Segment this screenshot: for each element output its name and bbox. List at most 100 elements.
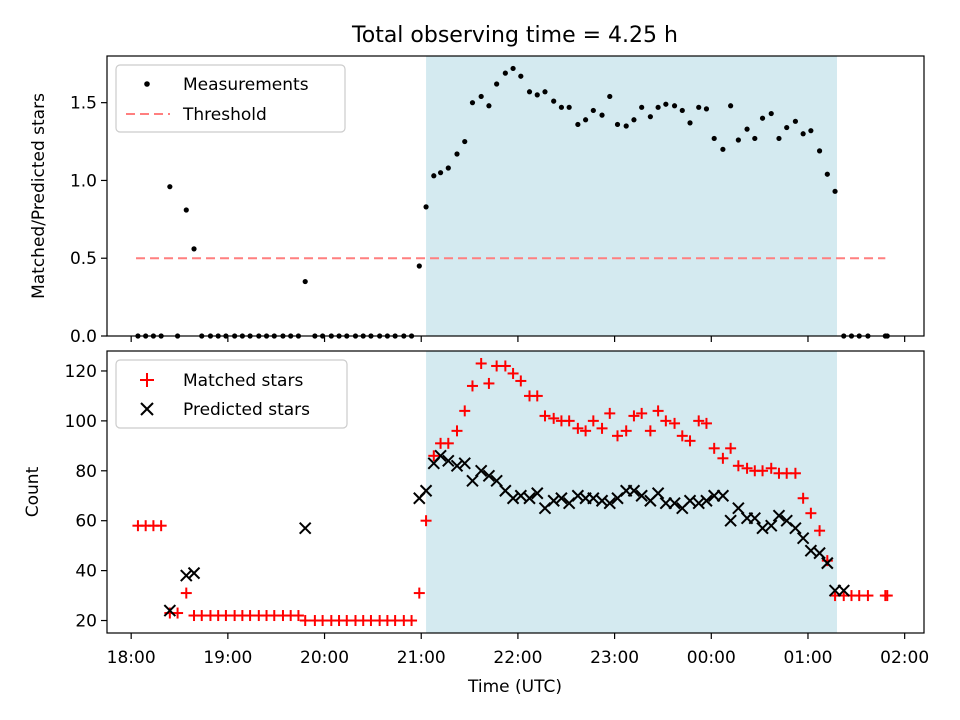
predicted-star-point: [700, 494, 713, 507]
bottom-panel: 20 40 60 80 100 120 18:00 19:00 20:00 21:00 22:00…: [23, 350, 929, 697]
measurement-point: [776, 135, 782, 142]
predicted-star-point: [434, 449, 447, 463]
measurement-point: [416, 263, 422, 269]
top-y-tick-label: 0.5: [70, 249, 97, 269]
matched-star-point: [612, 430, 624, 442]
predicted-star-point: [821, 556, 834, 570]
matched-stars-legend-marker: [140, 373, 154, 387]
top-legend-box: [115, 64, 346, 133]
measurement-point: [800, 131, 806, 137]
predicted-star-point: [716, 489, 730, 502]
predicted-star-point: [804, 544, 818, 557]
top-y-tick-label: 1.0: [70, 171, 97, 191]
matched-star-point: [757, 465, 769, 477]
matched-star-point: [475, 357, 487, 369]
matched-stars-series: [132, 357, 893, 627]
top-panel: Total observing time = 4.25 h 0.0 0.5 1.0 1…: [29, 23, 925, 347]
matched-star-point: [636, 407, 648, 419]
top-axes-frame: [106, 55, 925, 337]
matched-star-point: [814, 525, 826, 537]
matched-star-point: [459, 405, 471, 417]
x-tick-label: 21:00: [397, 648, 446, 668]
matched-star-point: [789, 467, 801, 479]
bottom-y-tick-label: 60: [75, 512, 97, 532]
matched-star-point: [669, 417, 681, 429]
predicted-star-point: [523, 492, 536, 505]
predicted-star-point: [490, 474, 503, 487]
x-tick-label: 20:00: [300, 648, 349, 668]
measurement-point: [445, 165, 451, 171]
measurement-point: [494, 81, 500, 87]
top-x-axis-ticks: [130, 336, 906, 342]
matched-star-point: [620, 425, 632, 437]
measurement-point: [735, 137, 741, 143]
matched-star-point: [531, 390, 543, 402]
matched-star-point: [428, 450, 440, 462]
measurement-point: [518, 73, 524, 79]
measurement-point: [720, 146, 726, 152]
predicted-stars-series: [163, 449, 850, 617]
measurements-legend-marker: [144, 81, 150, 87]
matched-star-point: [292, 610, 304, 622]
x-tick-label: 01:00: [783, 648, 832, 668]
predicted-star-point: [692, 497, 705, 510]
matched-star-point: [507, 367, 519, 379]
predicted-star-point: [635, 489, 648, 502]
top-y-tick-label: 1.5: [70, 94, 97, 114]
measurement-point: [752, 135, 758, 142]
x-tick-label: 18:00: [107, 648, 156, 668]
bottom-legend: Matched stars Predicted stars: [115, 359, 348, 429]
matched-star-point: [483, 377, 495, 389]
bottom-y-tick-label: 20: [75, 612, 97, 632]
measurement-point: [639, 104, 645, 110]
measurement-point: [431, 173, 437, 179]
matched-star-point: [515, 375, 527, 387]
matched-star-point: [299, 615, 311, 627]
predicted-star-point: [187, 566, 201, 580]
chart-title: Total observing time = 4.25 h: [351, 23, 678, 48]
measurement-point: [478, 93, 484, 100]
measurement-point: [784, 124, 790, 131]
predicted-star-point: [595, 494, 609, 507]
predicted-star-point: [163, 604, 177, 617]
measurement-point: [582, 117, 589, 123]
measurement-point: [679, 107, 685, 114]
predicted-star-point: [466, 474, 479, 487]
x-tick-label: 19:00: [203, 648, 252, 668]
bottom-y-tick-label: 80: [75, 462, 97, 482]
matched-star-point: [700, 417, 712, 429]
measurement-point: [614, 121, 621, 128]
measurement-point: [534, 92, 540, 98]
measurement-point: [703, 106, 710, 112]
predicted-star-point: [419, 484, 433, 497]
measurement-point: [191, 246, 197, 252]
measurement-point: [728, 103, 734, 109]
matched-star-point: [693, 415, 705, 427]
matched-star-point: [644, 425, 656, 437]
measurement-point: [551, 98, 557, 104]
measurement-point: [768, 110, 774, 117]
predicted-star-point: [555, 492, 568, 505]
matched-star-point: [652, 405, 664, 417]
matched-star-point: [420, 515, 432, 527]
matched-star-point: [539, 410, 551, 422]
measurement-point: [486, 103, 492, 109]
matched-star-point: [797, 492, 809, 504]
measurements-legend-label: Measurements: [183, 75, 309, 95]
measurement-point: [302, 278, 308, 285]
predicted-stars-legend-marker: [140, 402, 154, 416]
matched-star-point: [881, 590, 893, 602]
top-y-axis-ticks: 0.0 0.5 1.0 1.5: [70, 94, 107, 347]
matched-star-point: [580, 425, 592, 437]
bottom-y-axis-label: Count: [23, 466, 43, 517]
measurement-point: [437, 170, 444, 176]
measurement-point: [462, 138, 468, 145]
bottom-y-tick-label: 100: [65, 412, 97, 432]
matched-star-point: [765, 462, 777, 474]
measurement-point: [526, 89, 533, 95]
x-axis-label: Time (UTC): [467, 677, 562, 697]
measurement-point: [542, 89, 548, 95]
matched-star-point: [155, 520, 167, 532]
predicted-star-point: [813, 546, 826, 560]
